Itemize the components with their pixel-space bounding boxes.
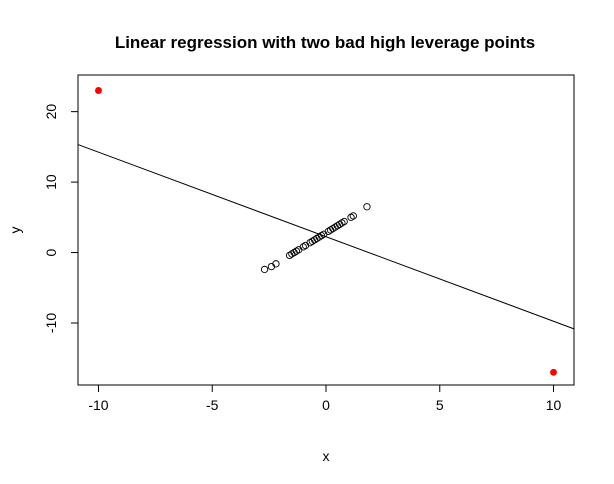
data-point xyxy=(340,217,348,226)
y-tick-label: -10 xyxy=(43,313,59,333)
data-point xyxy=(260,265,269,274)
data-point xyxy=(272,260,280,268)
x-tick-label: 10 xyxy=(546,397,562,413)
y-tick-label: 0 xyxy=(43,248,59,256)
data-point xyxy=(363,203,371,211)
x-tick-label: 0 xyxy=(322,397,330,413)
y-tick-label: 20 xyxy=(43,104,59,120)
chart-title: Linear regression with two bad high leve… xyxy=(115,33,535,52)
x-axis: -10 -5 0 5 10 xyxy=(88,384,562,413)
x-tick-label: -10 xyxy=(88,397,108,413)
y-axis: -10 0 10 20 xyxy=(43,104,79,333)
data-point xyxy=(292,247,301,255)
data-point xyxy=(349,212,357,220)
plot-frame xyxy=(77,74,575,386)
x-tick-label: -5 xyxy=(206,397,219,413)
data-point xyxy=(347,213,355,221)
leverage-point xyxy=(550,368,557,376)
data-point xyxy=(338,219,346,227)
data-point xyxy=(317,231,326,240)
data-point xyxy=(299,243,307,251)
data-points xyxy=(95,87,557,376)
x-tick-label: 5 xyxy=(436,397,444,413)
x-axis-label: x xyxy=(323,448,330,464)
leverage-point xyxy=(95,87,102,94)
y-axis-label: y xyxy=(7,227,23,234)
y-tick-label: 10 xyxy=(43,174,59,190)
